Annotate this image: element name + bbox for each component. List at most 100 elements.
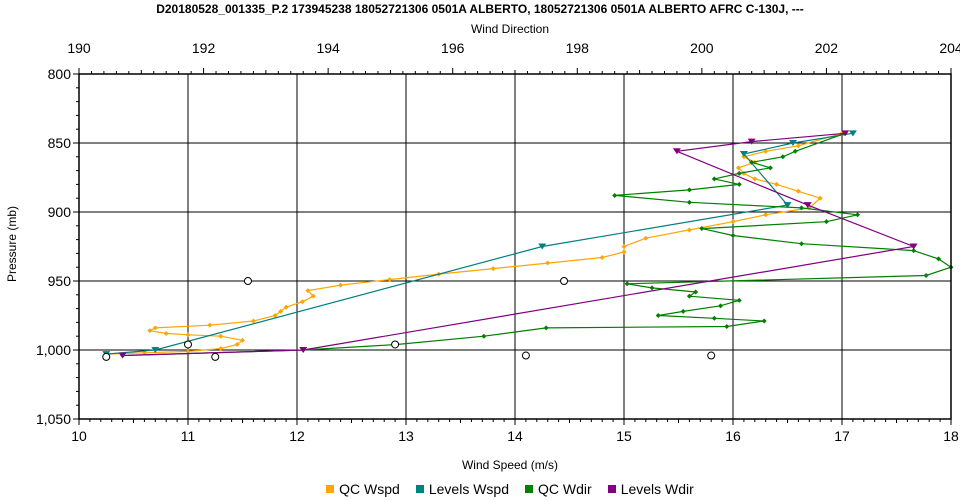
top-axis-tick-label: 198 bbox=[566, 40, 590, 56]
series-point-qc-wdir bbox=[936, 256, 942, 262]
series-point-qc-wdir bbox=[730, 232, 736, 238]
series-point-qc-wdir bbox=[624, 281, 630, 287]
top-axis-tick-label: 190 bbox=[67, 40, 91, 56]
series-point-qc-wdir bbox=[693, 289, 699, 295]
series-point-qc-wspd bbox=[278, 308, 284, 314]
series-point-qc-wdir bbox=[823, 219, 829, 225]
series-point-qc-wspd bbox=[621, 249, 627, 255]
series-point-qc-wspd bbox=[163, 330, 169, 336]
marker-point bbox=[521, 351, 530, 360]
series-point-qc-wspd bbox=[621, 244, 627, 249]
series-point-qc-wspd bbox=[147, 328, 153, 334]
series-point-levels-wdir bbox=[118, 352, 127, 359]
series-point-qc-wspd bbox=[730, 219, 736, 225]
series-point-levels-wspd bbox=[151, 347, 160, 353]
series-point-qc-wspd bbox=[795, 143, 801, 149]
left-axis-tick-label: 950 bbox=[48, 273, 72, 289]
series-point-qc-wspd bbox=[817, 195, 823, 201]
series-point-levels-wspd bbox=[788, 140, 797, 146]
series-point-levels-wdir bbox=[841, 130, 850, 137]
legend-swatch bbox=[607, 485, 616, 493]
series-point-qc-wspd bbox=[545, 260, 551, 266]
legend-item-qc-wspd[interactable]: QC Wspd bbox=[326, 481, 400, 497]
series-point-qc-wdir bbox=[799, 241, 805, 247]
series-point-qc-wdir bbox=[767, 165, 773, 171]
series-point-levels-wdir bbox=[672, 148, 681, 155]
marker-point bbox=[211, 352, 220, 361]
series-point-qc-wspd bbox=[283, 304, 289, 310]
series-point-qc-wdir bbox=[724, 324, 730, 330]
legend-swatch bbox=[326, 485, 335, 493]
series-point-qc-wspd bbox=[207, 322, 213, 328]
series-point-qc-wspd bbox=[240, 337, 245, 343]
series-point-qc-wspd bbox=[774, 181, 780, 187]
series-point-levels-wdir bbox=[299, 347, 308, 353]
series-point-qc-wdir bbox=[780, 154, 786, 160]
series-point-qc-wdir bbox=[718, 303, 724, 309]
series-point-qc-wdir bbox=[855, 212, 861, 218]
series-point-qc-wspd bbox=[185, 332, 191, 338]
marker-point bbox=[184, 340, 192, 349]
series-point-qc-wspd bbox=[599, 255, 605, 261]
chart-title: D20180528_001335_P.2 173945238 180527213… bbox=[156, 2, 804, 16]
series-point-qc-wdir bbox=[481, 333, 487, 339]
series-point-levels-wspd bbox=[848, 130, 857, 137]
bottom-axis-tick-label: 11 bbox=[181, 428, 196, 444]
top-axis-tick-label: 202 bbox=[815, 40, 839, 56]
left-axis-tick-label: 800 bbox=[48, 66, 72, 82]
series-point-qc-wspd bbox=[185, 348, 191, 354]
series-point-qc-wspd bbox=[218, 333, 224, 339]
bottom-axis-tick-label: 17 bbox=[834, 428, 850, 444]
legend-swatch bbox=[415, 485, 424, 493]
left-axis-tick-label: 850 bbox=[48, 135, 72, 151]
series-point-qc-wspd bbox=[795, 188, 801, 194]
bottom-axis-tick-label: 14 bbox=[507, 428, 523, 444]
series-point-qc-wspd bbox=[152, 325, 158, 331]
legend-item-qc-wdir[interactable]: QC Wdir bbox=[525, 481, 592, 497]
series-point-qc-wdir bbox=[711, 315, 717, 321]
series-point-qc-wdir bbox=[749, 159, 755, 165]
legend-label: QC Wspd bbox=[339, 481, 400, 497]
top-axis-tick-label: 200 bbox=[690, 40, 714, 56]
bottom-axis-tick-label: 13 bbox=[398, 428, 414, 444]
series-point-qc-wspd bbox=[218, 346, 224, 352]
left-axis-tick-label: 1,050 bbox=[36, 411, 71, 427]
series-point-qc-wdir bbox=[612, 192, 618, 198]
series-point-levels-wspd bbox=[783, 202, 792, 209]
series-point-levels-wdir bbox=[747, 138, 756, 145]
series-point-qc-wspd bbox=[763, 148, 769, 154]
grid-layer bbox=[79, 74, 951, 419]
legend-label: Levels Wdir bbox=[620, 481, 694, 497]
series-point-qc-wspd bbox=[752, 176, 758, 182]
series-point-qc-wdir bbox=[686, 187, 692, 193]
series-point-qc-wspd bbox=[250, 318, 256, 324]
left-axis-tick-label: 900 bbox=[48, 204, 72, 220]
bottom-axis-tick-label: 15 bbox=[616, 428, 632, 444]
series-point-qc-wdir bbox=[736, 170, 742, 176]
series-point-qc-wdir bbox=[686, 293, 692, 299]
series-point-qc-wdir bbox=[923, 272, 929, 278]
bottom-axis-tick-label: 10 bbox=[71, 428, 87, 444]
bottom-axis-tick-label: 12 bbox=[289, 428, 305, 444]
bottom-axis-tick-label: 16 bbox=[725, 428, 741, 444]
series-point-qc-wspd bbox=[299, 299, 305, 305]
legend-item-levels-wdir[interactable]: Levels Wdir bbox=[607, 481, 694, 497]
legend: QC Wspd Levels Wspd QC Wdir Levels Wdir bbox=[0, 481, 960, 497]
top-axis-tick-label: 204 bbox=[939, 40, 960, 56]
bottom-axis-title: Wind Speed (m/s) bbox=[461, 458, 559, 472]
legend-label: Levels Wspd bbox=[428, 481, 510, 497]
legend-item-levels-wspd[interactable]: Levels Wspd bbox=[415, 481, 510, 497]
marker-point bbox=[707, 351, 716, 360]
series-point-qc-wdir bbox=[686, 199, 692, 205]
series-point-qc-wspd bbox=[387, 277, 393, 283]
marker-point bbox=[102, 352, 111, 361]
marker-point bbox=[243, 277, 252, 285]
series-point-levels-wdir bbox=[909, 243, 918, 250]
series-point-qc-wspd bbox=[305, 288, 311, 294]
series-point-qc-wspd bbox=[490, 266, 496, 272]
series-point-qc-wdir bbox=[761, 318, 767, 324]
series-point-qc-wdir bbox=[736, 297, 742, 303]
marker-point bbox=[391, 340, 400, 349]
